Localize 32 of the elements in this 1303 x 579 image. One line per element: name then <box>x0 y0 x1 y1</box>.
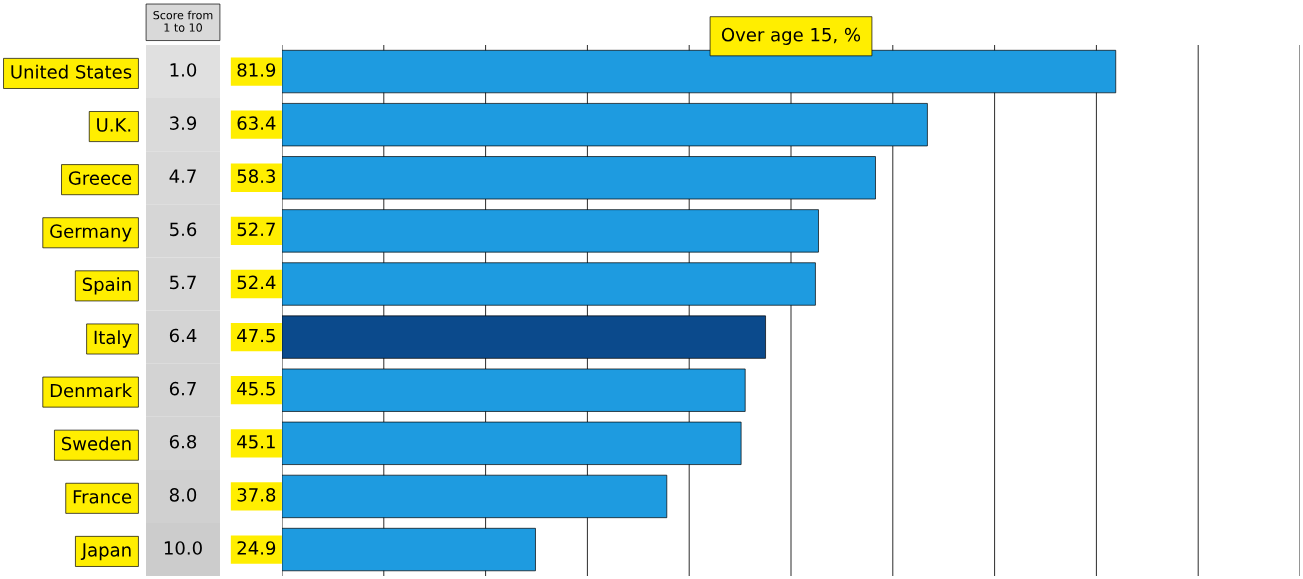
y-tick-label: Germany <box>50 224 132 242</box>
data-label: 8.0 <box>169 488 197 502</box>
data-label: 4.7 <box>169 169 196 183</box>
data-label: 58.3 <box>237 169 275 184</box>
data-label: 52.4 <box>237 275 276 290</box>
data-label: 5.7 <box>170 275 196 290</box>
data-label: 47.5 <box>237 328 275 343</box>
y-tick-label: Spain <box>82 277 131 295</box>
x-tick-label: Score from 1 to 10 <box>153 10 213 32</box>
y-tick-label: United States <box>11 64 132 79</box>
y-tick-label: Japan <box>80 543 131 561</box>
y-tick-label: Denmark <box>50 383 133 398</box>
data-label: 3.9 <box>170 116 197 130</box>
y-tick-label: Sweden <box>61 436 131 451</box>
chart-title: Over age 15, % <box>721 27 861 45</box>
data-label: 5.6 <box>170 222 197 237</box>
data-label: 6.8 <box>169 434 197 449</box>
data-label: 63.4 <box>237 116 276 130</box>
y-tick-label: U.K. <box>97 118 131 132</box>
y-tick-label: France <box>73 490 132 504</box>
data-label: 10.0 <box>164 541 202 555</box>
data-label: 81.9 <box>237 63 276 77</box>
data-label: 1.0 <box>170 63 197 77</box>
data-label: 45.1 <box>237 435 275 449</box>
data-label: 45.5 <box>237 382 275 396</box>
y-tick-label: Greece <box>68 171 132 185</box>
data-label: 6.4 <box>169 328 197 343</box>
data-label: 52.7 <box>237 222 275 237</box>
data-label: 24.9 <box>237 541 276 555</box>
y-tick-label: Italy <box>94 330 132 348</box>
data-label: 37.8 <box>237 488 276 502</box>
data-label: 6.7 <box>169 381 196 396</box>
